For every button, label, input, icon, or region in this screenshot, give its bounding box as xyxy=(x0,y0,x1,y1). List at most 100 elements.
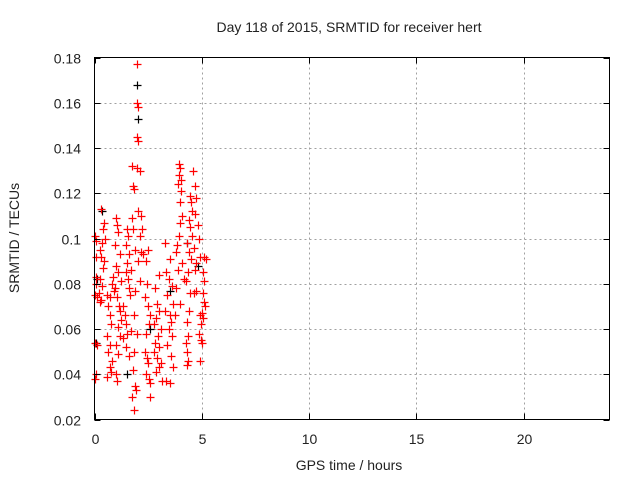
data-point-red xyxy=(146,393,155,402)
data-point-red xyxy=(165,275,174,284)
data-point-red xyxy=(116,250,125,259)
data-point-red xyxy=(199,314,208,323)
data-point-red xyxy=(192,287,201,296)
y-tick-label: 0.14 xyxy=(54,141,81,157)
data-point-red xyxy=(112,262,121,271)
data-point-red xyxy=(133,99,142,108)
data-point-red xyxy=(178,259,187,268)
data-point-red xyxy=(95,289,104,298)
data-point-red xyxy=(163,341,172,350)
data-point-red xyxy=(142,370,151,379)
data-point-red xyxy=(152,314,161,323)
data-point-red xyxy=(130,311,139,320)
data-point-red xyxy=(177,187,186,196)
data-point-red xyxy=(116,307,125,316)
data-point-red xyxy=(133,330,142,339)
data-point-red xyxy=(92,237,101,246)
data-point-red xyxy=(165,325,174,334)
data-point-red xyxy=(111,241,120,250)
data-point-red xyxy=(183,318,192,327)
data-point-red xyxy=(185,307,194,316)
data-point-red xyxy=(124,232,133,241)
data-point-red xyxy=(143,280,152,289)
data-point-red xyxy=(97,205,106,214)
data-point-red xyxy=(155,363,164,372)
data-point-black xyxy=(146,325,155,334)
data-point-red xyxy=(96,275,105,284)
data-point-black xyxy=(134,115,143,124)
data-point-red xyxy=(111,284,120,293)
data-point-red xyxy=(138,225,147,234)
data-point-red xyxy=(103,373,112,382)
data-point-red xyxy=(200,277,209,286)
y-tick-label: 0.16 xyxy=(54,96,81,112)
data-point-red xyxy=(136,167,145,176)
data-point-red xyxy=(113,221,122,230)
data-point-red xyxy=(107,368,116,377)
y-tick-label: 0.08 xyxy=(54,277,81,293)
data-point-red xyxy=(175,232,184,241)
data-point-red xyxy=(169,363,178,372)
data-point-red xyxy=(139,250,148,259)
data-point-red xyxy=(168,332,177,341)
data-point-red xyxy=(130,406,139,415)
data-point-red xyxy=(182,277,191,286)
data-point-red xyxy=(198,309,207,318)
data-point-red xyxy=(131,246,140,255)
data-point-black xyxy=(133,81,142,90)
data-point-red xyxy=(137,212,146,221)
data-point-red xyxy=(128,214,137,223)
data-point-red xyxy=(176,300,185,309)
y-tick-label: 0.12 xyxy=(54,186,81,202)
data-point-red xyxy=(169,300,178,309)
data-point-red xyxy=(122,343,131,352)
data-point-black xyxy=(98,207,107,216)
data-point-red xyxy=(182,339,191,348)
data-point-red xyxy=(96,246,105,255)
data-point-red xyxy=(173,241,182,250)
data-point-red xyxy=(202,255,211,264)
data-point-red xyxy=(192,259,201,268)
data-point-red xyxy=(133,133,142,142)
data-point-red xyxy=(104,348,113,357)
data-point-red xyxy=(178,212,187,221)
data-point-red xyxy=(184,357,193,366)
data-point-red xyxy=(176,198,185,207)
data-point-red xyxy=(127,327,136,336)
data-point-red xyxy=(145,375,154,384)
data-point-red xyxy=(141,348,150,357)
data-point-red xyxy=(127,266,136,275)
y-tick-label: 0.02 xyxy=(54,413,81,429)
data-point-red xyxy=(183,239,192,248)
data-point-red xyxy=(199,268,208,277)
data-point-red xyxy=(155,343,164,352)
data-point-red xyxy=(155,271,164,280)
data-point-red xyxy=(125,250,134,259)
data-point-red xyxy=(100,219,109,228)
data-point-red xyxy=(104,302,113,311)
data-point-red xyxy=(130,185,139,194)
data-point-red xyxy=(199,289,208,298)
data-point-red xyxy=(154,332,163,341)
data-point-red xyxy=(174,180,183,189)
data-point-red xyxy=(146,379,155,388)
data-point-red xyxy=(129,225,138,234)
data-point-red xyxy=(124,275,133,284)
data-point-red xyxy=(176,164,185,173)
data-point-red xyxy=(151,284,160,293)
data-point-red xyxy=(166,379,175,388)
data-point-red xyxy=(109,273,118,282)
data-point-red xyxy=(92,273,101,282)
data-point-red xyxy=(187,198,196,207)
data-point-red xyxy=(166,255,175,264)
data-point-red xyxy=(200,253,209,262)
data-point-red xyxy=(161,239,170,248)
chart-title: Day 118 of 2015, SRMTID for receiver her… xyxy=(216,19,481,35)
data-point-red xyxy=(194,221,203,230)
y-tick-label: 0.04 xyxy=(54,367,81,383)
data-point-red xyxy=(119,302,128,311)
data-point-red xyxy=(150,320,159,329)
data-point-red xyxy=(106,293,115,302)
grid-lines xyxy=(94,57,610,420)
data-point-black xyxy=(123,370,132,379)
